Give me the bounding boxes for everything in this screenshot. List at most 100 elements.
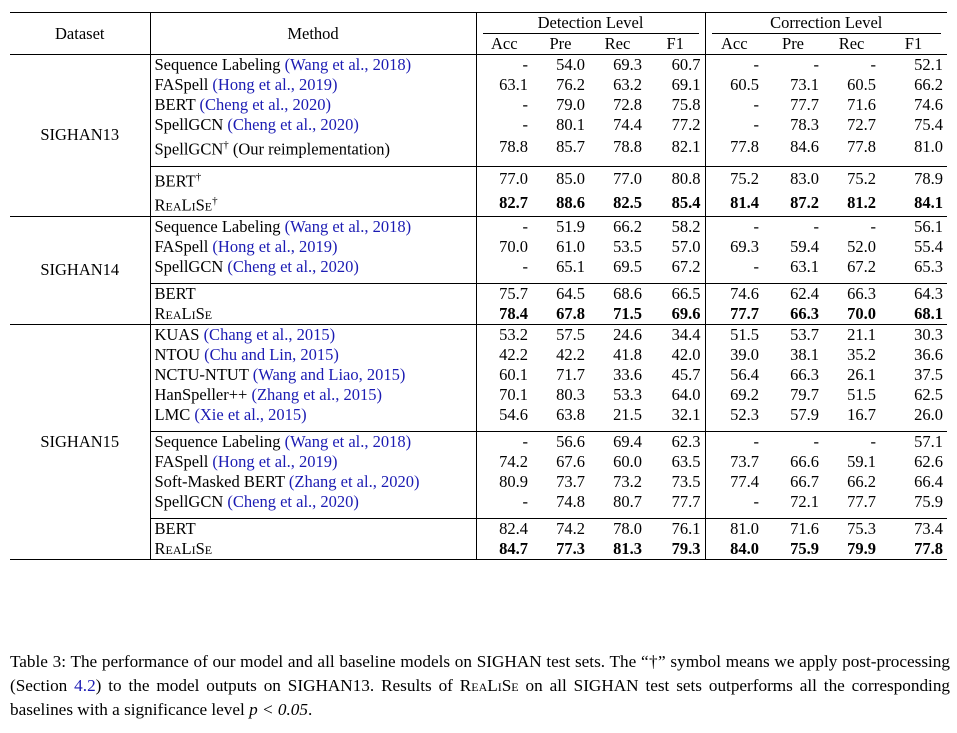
value-cell: 64.0	[671, 384, 701, 404]
citation-link[interactable]: (Cheng et al., 2020)	[199, 95, 332, 114]
method-name: BERT	[154, 171, 196, 190]
value-cell: 63.5	[671, 451, 701, 471]
value-cell: 73.7	[556, 471, 585, 491]
value-cell: -	[475, 430, 532, 452]
value-cell: 81.3	[589, 538, 646, 560]
table-caption: Table 3: The performance of our model an…	[10, 650, 950, 722]
method-cell: FASpell (Hong et al., 2019)	[149, 75, 476, 95]
value-cell: 64.3	[880, 282, 948, 304]
method-cell: BERT†	[149, 165, 476, 191]
table-row: NTOU (Chu and Lin, 2015) 42.2 42.2 41.8 42.0…	[10, 344, 947, 365]
value-cell: 77.2	[671, 115, 701, 134]
table-row: SIGHAN13 Sequence Labeling (Wang et al., …	[10, 54, 948, 216]
citation-link[interactable]: (Wang et al., 2018)	[284, 431, 412, 451]
method-cell: FASpell (Hong et al., 2019)	[149, 451, 476, 472]
value-cell: 66.4	[914, 471, 944, 491]
value-cell: 81.0	[914, 137, 944, 157]
value-cell: -	[704, 256, 764, 277]
caption-model-name: ReaLiSe	[459, 676, 519, 695]
citation-link[interactable]: (Hong et al., 2019)	[212, 236, 338, 256]
value-cell: 77.0	[475, 165, 532, 191]
value-cell: 79.3	[646, 538, 706, 560]
value-cell: 80.3	[556, 384, 585, 404]
value-cell: 73.1	[790, 75, 820, 94]
value-cell: 63.1	[790, 256, 820, 276]
value-cell: 76.1	[646, 517, 706, 539]
value-cell: 71.6	[763, 517, 824, 539]
value-cell: 66.7	[790, 471, 820, 491]
value-cell: 72.1	[790, 491, 820, 511]
value-cell: 34.4	[646, 323, 706, 345]
citation-link[interactable]: (Cheng et al., 2020)	[227, 491, 359, 511]
method-cell: Sequence Labeling (Wang et al., 2018)	[149, 54, 476, 75]
value-cell: 66.5	[646, 282, 706, 304]
method-note: (Our reimplementation)	[228, 139, 391, 159]
method-name: FASpell	[154, 236, 213, 256]
block-gap	[10, 276, 947, 283]
value-cell: 69.3	[589, 54, 646, 75]
table-row: BERT (Cheng et al., 2020) -79.0 72.8 75.8-7…	[10, 95, 947, 115]
value-cell: 73.4	[880, 517, 948, 539]
metric-header-pre: Pre	[782, 34, 805, 53]
dataset-cell: SIGHAN13	[10, 54, 150, 216]
value-cell: 74.2	[475, 451, 532, 472]
table-body: SIGHAN13 Sequence Labeling (Wang et al., …	[10, 54, 948, 560]
value-cell: 58.2	[646, 215, 706, 237]
citation-link[interactable]: (Hong et al., 2019)	[212, 451, 338, 471]
citation-link[interactable]: (Wang et al., 2018)	[284, 55, 412, 74]
citation-link[interactable]: (Cheng et al., 2020)	[227, 256, 359, 276]
value-cell: -	[704, 95, 764, 115]
value-cell: 71.7	[556, 364, 585, 384]
header-dataset: Dataset	[10, 12, 150, 55]
table-header: Dataset Method Detection Level Correctio…	[10, 12, 948, 55]
table-row: SpellGCN† (Our reimplementation) 78.8 85.7…	[10, 135, 947, 160]
value-cell: 66.2	[914, 75, 944, 94]
value-cell: 69.1	[671, 75, 701, 94]
table-row: FASpell (Hong et al., 2019) 74.2 67.6 60.0 6…	[10, 451, 947, 472]
citation-link[interactable]: (Xie et al., 2015)	[194, 404, 307, 424]
value-cell: -	[704, 115, 764, 135]
method-name: BERT	[154, 95, 200, 114]
method-cell: SpellGCN (Cheng et al., 2020)	[149, 115, 476, 135]
method-name: BERT	[154, 283, 196, 303]
value-cell: 42.2	[556, 344, 585, 364]
value-cell: 75.9	[914, 491, 944, 511]
value-cell: 81.4	[704, 191, 764, 216]
method-name: KUAS	[154, 324, 204, 344]
value-cell: 67.2	[671, 256, 701, 276]
value-cell: 56.1	[880, 215, 948, 237]
method-cell: SpellGCN (Cheng et al., 2020)	[149, 491, 476, 512]
value-cell: 57.1	[880, 430, 948, 452]
method-name: ReaLiSe	[154, 538, 213, 558]
value-cell: -	[823, 215, 881, 237]
value-cell: 72.7	[847, 115, 877, 134]
value-cell: 63.2	[613, 75, 642, 94]
value-cell: -	[475, 491, 532, 512]
dagger-mark: †	[195, 170, 202, 183]
value-cell: 63.1	[475, 75, 532, 95]
citation-link[interactable]: (Zhang et al., 2020)	[288, 471, 420, 491]
citation-link[interactable]: (Zhang et al., 2015)	[251, 384, 383, 404]
value-cell: 87.2	[790, 193, 820, 213]
caption-math: p < 0.05	[249, 700, 308, 719]
citation-link[interactable]: (Chu and Lin, 2015)	[204, 344, 339, 364]
method-cell: KUAS (Chang et al., 2015)	[149, 323, 476, 345]
value-cell: 54.0	[532, 54, 589, 75]
caption-section-link[interactable]: 4.2	[74, 676, 96, 695]
citation-link[interactable]: (Wang et al., 2018)	[284, 216, 412, 236]
table-row: Soft-Masked BERT (Zhang et al., 2020) 80.…	[10, 471, 947, 492]
value-cell: 69.4	[589, 430, 646, 452]
value-cell: 55.4	[914, 236, 944, 256]
value-cell: 62.5	[914, 384, 944, 404]
table-row: BERT 75.7 64.5 68.6 66.5 74.6 62.4 66.3 64.3	[10, 282, 948, 304]
value-cell: -	[704, 54, 764, 75]
value-cell: 16.7	[847, 404, 877, 424]
citation-link[interactable]: (Hong et al., 2019)	[212, 75, 338, 94]
caption-text-1: Table 3: The performance of our model an…	[10, 652, 950, 695]
citation-link[interactable]: (Wang and Liao, 2015)	[252, 364, 406, 384]
value-cell: 81.0	[704, 517, 764, 539]
block-gap	[10, 159, 947, 166]
value-cell: 59.1	[847, 451, 877, 471]
citation-link[interactable]: (Chang et al., 2015)	[203, 324, 336, 344]
citation-link[interactable]: (Cheng et al., 2020)	[227, 115, 359, 134]
